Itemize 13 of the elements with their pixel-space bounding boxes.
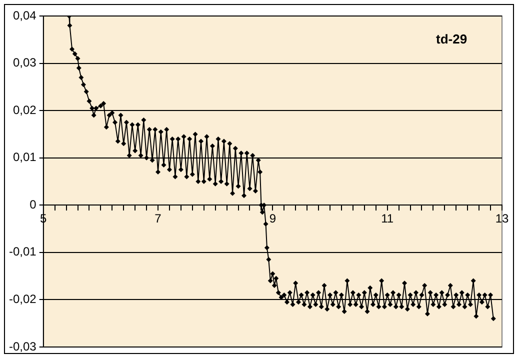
x-tick-label: 9: [269, 212, 276, 226]
annotation: td-29: [436, 32, 468, 47]
x-tick-label: 13: [495, 212, 509, 226]
x-tick-label: 7: [154, 212, 162, 226]
y-tick-label: 0,02: [12, 102, 37, 117]
y-tick-label: 0,03: [12, 56, 37, 70]
y-tick-label: 0,01: [12, 150, 37, 164]
y-tick-label: -0,02: [8, 292, 37, 306]
y-tick-label: -0,03: [8, 339, 37, 354]
y-tick-label: -0,01: [8, 244, 37, 259]
y-tick-label: 0,04: [12, 8, 37, 22]
y-tick-label: 0: [30, 197, 37, 212]
x-tick-label: 11: [381, 212, 394, 226]
